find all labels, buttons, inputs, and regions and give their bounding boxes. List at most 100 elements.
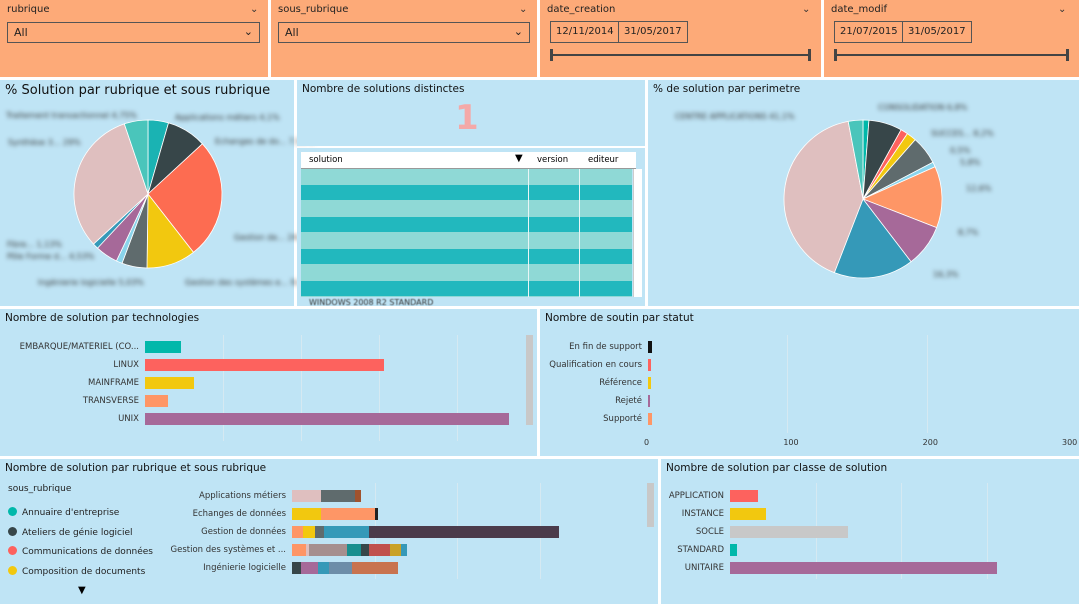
- legend-item-communications[interactable]: Communications de données: [8, 546, 153, 557]
- bar-segment[interactable]: [309, 544, 347, 556]
- legend-item-annuaire[interactable]: Annuaire d'entreprise: [8, 507, 119, 518]
- chart-title: Nombre de solution par classe de solutio…: [666, 462, 888, 474]
- chevron-down-icon[interactable]: ⌄: [1058, 4, 1067, 15]
- chevron-down-icon[interactable]: ⌄: [250, 4, 259, 15]
- legend-label: Ateliers de génie logiciel: [22, 528, 133, 538]
- column-header-version[interactable]: version: [537, 155, 569, 165]
- bar[interactable]: [145, 413, 509, 425]
- bar-segment[interactable]: [320, 508, 376, 520]
- bar-segment[interactable]: [303, 526, 315, 538]
- category-label: MAINFRAME: [88, 378, 139, 388]
- pie-slice[interactable]: [123, 119, 149, 195]
- slicer-title: date_modif: [831, 4, 888, 15]
- bar-segment[interactable]: [346, 544, 361, 556]
- sort-desc-icon[interactable]: ▼: [515, 153, 523, 164]
- bar-segment[interactable]: [352, 562, 399, 574]
- bar-segment[interactable]: [292, 490, 321, 502]
- column-header-editeur[interactable]: editeur: [588, 155, 619, 165]
- solutions-table-panel: solution ▼ version editeur WINDOWS 2008 …: [297, 148, 645, 306]
- start-date-input[interactable]: 21/07/2015: [834, 21, 904, 43]
- bar-segment[interactable]: [401, 544, 407, 556]
- chevron-down-icon[interactable]: ⌄: [519, 4, 528, 15]
- chevron-down-icon[interactable]: ⌄: [802, 4, 811, 15]
- bar-segment[interactable]: [292, 526, 304, 538]
- dropdown-value: All: [14, 26, 28, 39]
- bar[interactable]: [648, 413, 653, 425]
- bar-segment[interactable]: [360, 544, 370, 556]
- bar-segment[interactable]: [369, 526, 559, 538]
- bar[interactable]: [730, 508, 766, 520]
- bar[interactable]: [648, 377, 651, 389]
- bar-segment[interactable]: [300, 562, 318, 574]
- legend-scroll-down-icon[interactable]: ▼: [78, 585, 86, 596]
- bar[interactable]: [145, 377, 195, 389]
- bar[interactable]: [648, 341, 653, 353]
- legend-item-composition[interactable]: Composition de documents: [8, 566, 145, 577]
- chart-scrollbar[interactable]: [526, 335, 533, 425]
- bar-segment[interactable]: [292, 508, 321, 520]
- pie-slice[interactable]: [861, 166, 943, 229]
- technologies-bars: EMBARQUE/MATERIEL (CO... LINUX MAINFRAME TR…: [0, 309, 537, 456]
- table-scrollbar[interactable]: [633, 169, 642, 297]
- rubrique-stacked-bars: Applications métiers Echanges de données G…: [0, 459, 658, 604]
- gridline: [787, 335, 789, 433]
- bar[interactable]: [145, 341, 182, 353]
- gridline: [457, 335, 458, 441]
- bar-segment[interactable]: [317, 562, 330, 574]
- start-date-input[interactable]: 12/11/2014: [550, 21, 620, 43]
- bar[interactable]: [145, 395, 169, 407]
- legend-dot: [8, 546, 17, 555]
- bar-segment[interactable]: [323, 526, 370, 538]
- category-label: Rejeté: [615, 396, 642, 406]
- bar[interactable]: [730, 526, 849, 538]
- end-date-input[interactable]: 31/05/2017: [618, 21, 688, 43]
- bar[interactable]: [648, 359, 651, 371]
- statut-bars: En fin de support Qualification en cours R…: [540, 309, 1079, 456]
- pie-slice[interactable]: [147, 143, 223, 253]
- slicer-title: sous_rubrique: [278, 4, 349, 15]
- chevron-down-icon: ⌄: [513, 25, 523, 38]
- bar-segment[interactable]: [329, 562, 353, 574]
- bar[interactable]: [648, 395, 650, 407]
- rubrique-dropdown[interactable]: All ⌄: [7, 22, 260, 43]
- pie-label: 16,3%: [933, 270, 959, 279]
- pie-label: Traitement transactionnel 4,75%: [6, 111, 138, 120]
- pie-perimetre-chart[interactable]: [648, 80, 1079, 306]
- range-start-handle[interactable]: [550, 49, 553, 61]
- pie-slice[interactable]: [73, 123, 149, 245]
- category-label: APPLICATION: [668, 491, 724, 501]
- bar[interactable]: [730, 490, 758, 502]
- sous-rubrique-dropdown[interactable]: All ⌄: [278, 22, 530, 43]
- pie-slice[interactable]: [833, 198, 912, 279]
- range-end-handle[interactable]: [1066, 49, 1069, 61]
- bar-segment[interactable]: [369, 544, 390, 556]
- bar-segment[interactable]: [375, 508, 379, 520]
- legend-item-ateliers[interactable]: Ateliers de génie logiciel: [8, 527, 133, 538]
- category-label: EMBARQUE/MATERIEL (CO...: [19, 342, 139, 352]
- column-header-solution[interactable]: solution: [309, 155, 343, 165]
- table-row[interactable]: [301, 217, 632, 232]
- pie-slice[interactable]: [847, 119, 864, 200]
- table-row[interactable]: [301, 185, 632, 200]
- legend-label: Composition de documents: [22, 567, 146, 577]
- bar-segment[interactable]: [292, 562, 301, 574]
- bar-segment[interactable]: [320, 490, 356, 502]
- range-start-handle[interactable]: [834, 49, 837, 61]
- bar[interactable]: [145, 359, 385, 371]
- axis-tick-label: 100: [783, 438, 799, 447]
- range-end-handle[interactable]: [808, 49, 811, 61]
- pie-slice[interactable]: [783, 120, 864, 274]
- table-row[interactable]: [301, 249, 632, 264]
- table-row[interactable]: [301, 281, 632, 296]
- bar[interactable]: [730, 562, 998, 574]
- bar-segment[interactable]: [355, 490, 361, 502]
- bar-segment[interactable]: [292, 544, 307, 556]
- bar-segment[interactable]: [314, 526, 324, 538]
- bar-segment[interactable]: [306, 544, 310, 556]
- bar[interactable]: [730, 544, 737, 556]
- bar-segment[interactable]: [389, 544, 402, 556]
- slicer-rubrique: rubrique ⌄ All ⌄: [0, 0, 268, 77]
- chart-scrollbar[interactable]: [647, 483, 654, 527]
- pie-rubrique-chart[interactable]: [0, 80, 294, 306]
- end-date-input[interactable]: 31/05/2017: [902, 21, 972, 43]
